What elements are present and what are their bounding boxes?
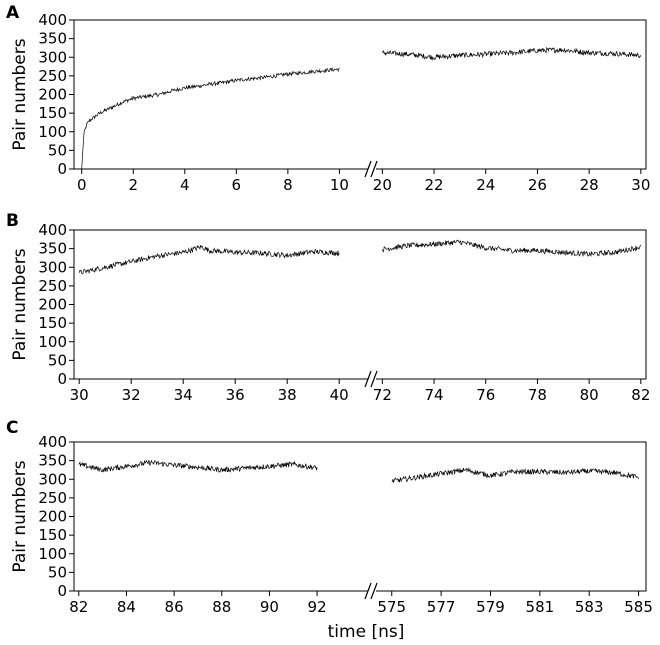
y-tick-label: 250: [38, 67, 67, 85]
panel-letter: A: [6, 3, 20, 23]
axis-break-mark: [370, 582, 378, 600]
series-line-B-1: [78, 244, 340, 275]
y-tick-label: 350: [38, 240, 67, 258]
y-tick-label: 400: [38, 11, 67, 29]
y-tick-label: 400: [38, 221, 67, 239]
plot-frame: [73, 19, 647, 170]
x-tick-label: 38: [278, 386, 297, 404]
x-tick-label: 577: [427, 598, 456, 616]
axis-break-mark: [364, 160, 372, 178]
y-tick-label: 0: [57, 582, 67, 600]
x-tick-label: 24: [476, 176, 495, 194]
x-tick-label: 583: [575, 598, 604, 616]
plot-frame: [73, 229, 647, 380]
x-tick-label: 0: [77, 176, 87, 194]
y-tick-label: 0: [57, 160, 67, 178]
x-tick-label: 90: [260, 598, 279, 616]
y-tick-label: 100: [38, 333, 67, 351]
x-tick-label: 32: [122, 386, 141, 404]
y-tick-label: 400: [38, 433, 67, 451]
series-line-A-1: [81, 66, 340, 170]
x-tick-label: 84: [117, 598, 136, 616]
y-tick-label: 100: [38, 123, 67, 141]
y-tick-label: 300: [38, 48, 67, 66]
series-line-C-1: [78, 459, 318, 473]
x-tick-label: 10: [330, 176, 349, 194]
x-tick-label: 575: [377, 598, 406, 616]
y-tick-label: 150: [38, 314, 67, 332]
x-tick-label: 92: [308, 598, 327, 616]
x-tick-label: 74: [424, 386, 443, 404]
axis-break-gap: [368, 167, 376, 171]
x-axis-label: time [ns]: [328, 622, 405, 642]
y-tick-label: 200: [38, 508, 67, 526]
x-tick-label: 4: [180, 176, 190, 194]
x-tick-label: 579: [476, 598, 505, 616]
y-tick-label: 150: [38, 104, 67, 122]
y-tick-label: 0: [57, 370, 67, 388]
y-tick-label: 350: [38, 30, 67, 48]
y-tick-label: 300: [38, 470, 67, 488]
y-axis-label: Pair numbers: [10, 460, 30, 572]
x-tick-label: 585: [624, 598, 653, 616]
y-tick-label: 300: [38, 258, 67, 276]
x-tick-label: 581: [526, 598, 555, 616]
axis-break-mark: [370, 370, 378, 388]
y-tick-label: 250: [38, 489, 67, 507]
axis-break-mark: [364, 582, 372, 600]
x-tick-label: 86: [165, 598, 184, 616]
x-tick-label: 30: [70, 386, 89, 404]
y-tick-label: 50: [48, 563, 67, 581]
x-tick-label: 72: [373, 386, 392, 404]
y-tick-label: 150: [38, 526, 67, 544]
y-tick-label: 50: [48, 141, 67, 159]
x-tick-label: 26: [528, 176, 547, 194]
x-tick-label: 2: [128, 176, 138, 194]
y-tick-label: 200: [38, 296, 67, 314]
x-tick-label: 80: [580, 386, 599, 404]
y-tick-label: 250: [38, 277, 67, 295]
x-tick-label: 88: [212, 598, 231, 616]
x-tick-label: 8: [283, 176, 293, 194]
y-tick-label: 50: [48, 351, 67, 369]
x-tick-label: 20: [373, 176, 392, 194]
panel-letter: B: [6, 211, 19, 231]
axis-break-mark: [370, 160, 378, 178]
x-tick-label: 28: [580, 176, 599, 194]
plot-frame: [73, 441, 647, 592]
series-line-C-2: [391, 467, 639, 483]
y-axis-label: Pair numbers: [10, 248, 30, 360]
y-tick-label: 100: [38, 545, 67, 563]
y-axis-label: Pair numbers: [10, 38, 30, 150]
series-line-A-2: [382, 46, 642, 61]
series-line-B-2: [382, 239, 642, 258]
x-tick-label: 30: [631, 176, 650, 194]
x-tick-label: 76: [476, 386, 495, 404]
x-tick-label: 82: [69, 598, 88, 616]
x-tick-label: 40: [330, 386, 349, 404]
x-tick-label: 82: [631, 386, 650, 404]
axis-break-gap: [368, 589, 376, 593]
panel-letter: C: [6, 418, 18, 438]
x-tick-label: 6: [232, 176, 242, 194]
x-tick-label: 34: [174, 386, 193, 404]
x-tick-label: 78: [528, 386, 547, 404]
x-tick-label: 36: [226, 386, 245, 404]
y-tick-label: 350: [38, 452, 67, 470]
x-tick-label: 22: [424, 176, 443, 194]
axis-break-mark: [364, 370, 372, 388]
y-tick-label: 200: [38, 86, 67, 104]
axis-break-gap: [368, 377, 376, 381]
